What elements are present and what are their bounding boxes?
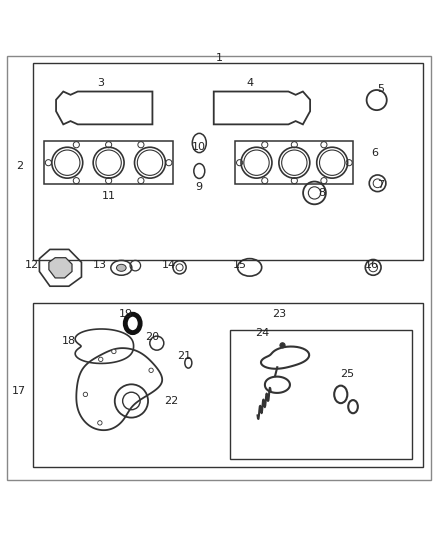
Ellipse shape bbox=[117, 264, 126, 271]
Text: 23: 23 bbox=[272, 309, 286, 319]
Text: 4: 4 bbox=[246, 77, 253, 87]
Text: 3: 3 bbox=[97, 77, 104, 87]
Circle shape bbox=[112, 349, 116, 354]
Circle shape bbox=[280, 343, 285, 348]
Text: 1: 1 bbox=[215, 53, 223, 62]
Text: 20: 20 bbox=[145, 332, 159, 342]
Polygon shape bbox=[49, 257, 72, 278]
Bar bbox=[235, 141, 353, 184]
Bar bbox=[44, 141, 173, 184]
Text: 25: 25 bbox=[340, 369, 354, 379]
Text: 18: 18 bbox=[62, 336, 76, 346]
Bar bbox=[33, 63, 423, 260]
Circle shape bbox=[83, 392, 88, 397]
Text: 8: 8 bbox=[318, 188, 325, 198]
Text: 16: 16 bbox=[364, 260, 378, 270]
Text: 15: 15 bbox=[233, 260, 247, 270]
Text: 2: 2 bbox=[16, 161, 23, 171]
Text: 22: 22 bbox=[164, 397, 178, 406]
Text: 19: 19 bbox=[119, 309, 133, 319]
Text: 7: 7 bbox=[377, 181, 384, 190]
Text: 11: 11 bbox=[102, 191, 116, 201]
Text: 12: 12 bbox=[25, 260, 39, 270]
Text: 6: 6 bbox=[371, 148, 378, 158]
Text: 24: 24 bbox=[255, 328, 269, 338]
Text: 10: 10 bbox=[191, 142, 205, 152]
Circle shape bbox=[98, 421, 102, 425]
Text: 5: 5 bbox=[378, 84, 385, 94]
Bar bbox=[33, 303, 423, 467]
Text: 13: 13 bbox=[93, 260, 107, 270]
Text: 9: 9 bbox=[195, 182, 202, 192]
Bar bbox=[230, 330, 412, 459]
Circle shape bbox=[149, 368, 153, 373]
Circle shape bbox=[99, 357, 103, 361]
Text: 17: 17 bbox=[12, 386, 26, 397]
Text: 14: 14 bbox=[162, 260, 176, 270]
Text: 21: 21 bbox=[177, 351, 191, 361]
